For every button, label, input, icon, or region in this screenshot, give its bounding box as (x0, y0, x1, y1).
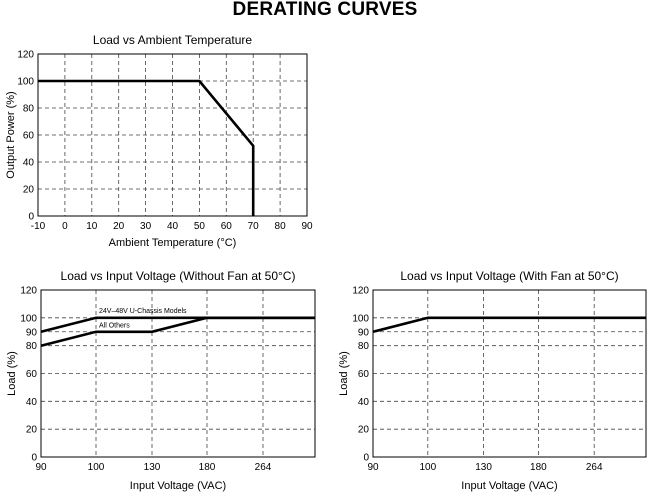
x-tick-label: 100 (419, 462, 436, 473)
y-tick-label: 40 (23, 158, 35, 169)
series-line-1 (38, 79, 255, 216)
y-tick-label: 90 (26, 327, 38, 338)
x-tick-label: 130 (144, 462, 161, 473)
y-tick-label: 90 (358, 327, 370, 338)
x-tick-label: -10 (31, 221, 46, 232)
y-axis-label: Load (%) (6, 351, 18, 396)
y-tick-label: 20 (26, 425, 38, 436)
y-tick-label: 0 (28, 212, 34, 223)
y-tick-label: 40 (26, 397, 38, 408)
y-tick-label: 120 (20, 286, 37, 297)
y-tick-label: 60 (358, 369, 370, 380)
x-tick-label: 130 (475, 462, 492, 473)
chart-title: Load vs Ambient Temperature (93, 33, 253, 47)
page-title: DERATING CURVES (232, 0, 418, 20)
series-line-2 (40, 316, 315, 334)
x-tick-label: 10 (86, 221, 98, 232)
x-tick-label: 100 (88, 462, 105, 473)
x-tick-label: 80 (275, 221, 287, 232)
y-tick-label: 80 (358, 341, 370, 352)
x-tick-label: 60 (221, 221, 233, 232)
y-tick-label: 100 (17, 77, 34, 88)
y-tick-label: 100 (352, 313, 369, 324)
x-tick-label: 264 (586, 462, 603, 473)
x-tick-label: 180 (530, 462, 547, 473)
y-tick-label: 60 (23, 131, 35, 142)
x-tick-label: 0 (62, 221, 68, 232)
y-axis-label: Output Power (%) (5, 91, 17, 178)
y-tick-label: 40 (358, 397, 370, 408)
y-tick-label: 0 (31, 453, 37, 464)
x-tick-label: 30 (140, 221, 152, 232)
chart-3: Load vs Input Voltage (With Fan at 50°C)… (338, 269, 647, 492)
annotation-all-others: All Others (99, 323, 130, 330)
x-tick-label: 264 (255, 462, 272, 473)
annotation-u-chassis: 24V–48V U-Chassis Models (99, 308, 187, 315)
y-tick-label: 20 (358, 425, 370, 436)
y-tick-label: 120 (352, 286, 369, 297)
y-tick-label: 80 (26, 341, 38, 352)
chart-2: Load vs Input Voltage (Without Fan at 50… (6, 269, 316, 492)
y-axis-label: Load (%) (338, 351, 350, 396)
x-tick-label: 90 (301, 221, 313, 232)
x-tick-label: 90 (367, 462, 379, 473)
x-axis-label: Ambient Temperature (°C) (109, 237, 237, 249)
y-tick-label: 100 (20, 313, 37, 324)
x-axis-label: Input Voltage (VAC) (130, 480, 226, 492)
y-tick-label: 0 (363, 453, 369, 464)
x-tick-label: 20 (113, 221, 125, 232)
series-line-1 (372, 316, 646, 334)
chart-1: Load vs Ambient Temperature0204060801001… (5, 33, 313, 249)
x-axis-label: Input Voltage (VAC) (461, 480, 557, 492)
chart-title: Load vs Input Voltage (Without Fan at 50… (61, 269, 296, 283)
x-tick-label: 50 (194, 221, 206, 232)
x-tick-label: 90 (35, 462, 47, 473)
y-tick-label: 20 (23, 185, 35, 196)
plot-frame (372, 289, 647, 458)
x-tick-label: 70 (248, 221, 260, 232)
plot-frame (37, 53, 308, 217)
plot-frame (40, 289, 316, 458)
y-tick-label: 120 (17, 50, 34, 61)
y-tick-label: 60 (26, 369, 38, 380)
chart-title: Load vs Input Voltage (With Fan at 50°C) (400, 269, 618, 283)
x-tick-label: 40 (167, 221, 179, 232)
x-tick-label: 180 (199, 462, 216, 473)
y-tick-label: 80 (23, 104, 35, 115)
